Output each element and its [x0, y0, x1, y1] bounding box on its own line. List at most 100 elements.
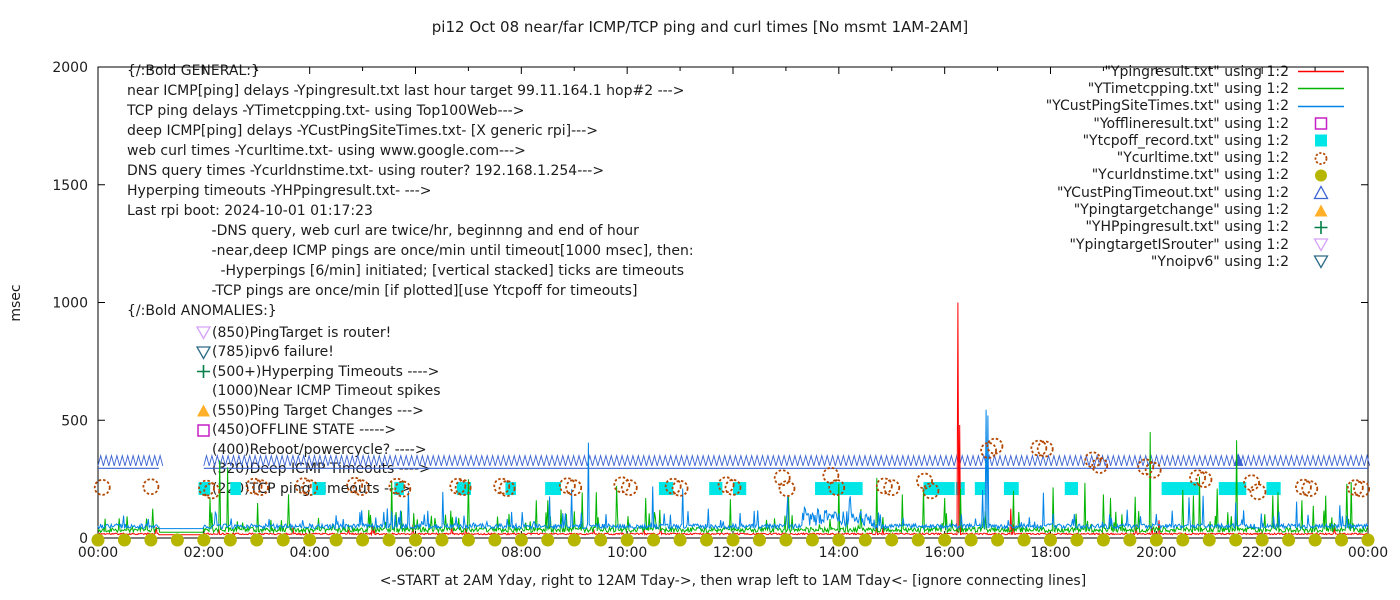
anomaly-text: (400)Reboot/powercycle? ---->	[212, 441, 427, 458]
curl-time-circle	[671, 479, 689, 497]
chart-title: pi12 Oct 08 near/far ICMP/TCP ping and c…	[431, 18, 969, 36]
dns-time-dot	[1044, 533, 1057, 547]
legend-label: "Ynoipv6" using 1:2	[1150, 253, 1289, 270]
x-tick-label: 00:00	[78, 545, 118, 561]
curl-time-circle	[980, 441, 997, 459]
circle-open-legend-icon	[1293, 151, 1349, 166]
dns-time-dot	[1123, 533, 1137, 547]
timeout-band-triangles	[203, 453, 1371, 467]
series-line-YCustPingSiteTimes.txt	[97, 409, 1369, 531]
tri-up-open-legend-icon	[1293, 185, 1349, 200]
timeout-band-filled-triangle	[1233, 453, 1244, 466]
dns-time-dot	[514, 533, 528, 547]
y-tick-label: 2000	[52, 60, 88, 76]
x-tick-label: 02:00	[184, 545, 224, 561]
anomaly-text: (850)PingTarget is router!	[212, 324, 392, 341]
curl-time-circle	[724, 478, 742, 496]
legend-label: "Ypingresult.txt" using 1:2	[1104, 63, 1289, 80]
dns-time-dot	[700, 533, 714, 547]
dns-time-dot	[303, 533, 317, 547]
x-tick-label: 10:00	[607, 545, 647, 561]
anomaly-item: (450)OFFLINE STATE ----->	[195, 421, 441, 441]
x-tick-label: 22:00	[1242, 545, 1282, 561]
legend-item: "Ypingresult.txt" using 1:2	[1046, 63, 1349, 80]
dns-time-dot	[541, 533, 555, 547]
tcpoff-bar	[545, 482, 562, 496]
dns-time-dot	[117, 533, 131, 547]
dns-time-dot	[964, 533, 978, 547]
tcpoff-bar	[230, 482, 241, 496]
x-tick-label: 08:00	[501, 545, 541, 561]
circle-filled-legend-icon	[1293, 168, 1349, 183]
curl-time-circle	[883, 479, 901, 497]
dns-time-dot	[1096, 533, 1110, 547]
curl-time-circle	[1137, 458, 1155, 476]
annotation-line: -TCP pings are once/min [if plotted][use…	[127, 283, 638, 299]
curl-time-circle	[828, 479, 846, 497]
y-tick-label: 1500	[52, 178, 88, 194]
tcpoff-bar	[923, 482, 955, 496]
tcpoff-bar	[394, 482, 404, 496]
line-legend-icon	[1293, 64, 1349, 79]
dns-time-dot	[594, 533, 608, 547]
dns-time-dot	[938, 533, 952, 547]
curl-time-circle	[986, 437, 1004, 455]
anomaly-item: (550)Ping Target Changes --->	[195, 401, 441, 421]
dns-time-dot	[1149, 533, 1163, 547]
tri-up-filled-icon	[195, 403, 212, 418]
plus-icon	[195, 364, 212, 379]
legend-label: "YCustPingTimeout.txt" using 1:2	[1056, 184, 1289, 201]
curl-time-circle	[558, 477, 576, 495]
plus-legend-icon	[1293, 220, 1349, 235]
curl-time-circle	[1301, 480, 1319, 497]
legend-label: "YCustPingSiteTimes.txt" using 1:2	[1045, 98, 1289, 115]
square-filled-legend-icon	[1293, 133, 1349, 148]
square-open-icon	[195, 423, 212, 438]
curl-time-circle	[1030, 439, 1048, 457]
dns-time-dot	[461, 533, 475, 547]
curl-time-circle	[142, 478, 160, 496]
curl-time-circle	[565, 479, 583, 497]
legend-label: "YTimetcpping.txt" using 1:2	[1087, 80, 1289, 97]
x-axis-caption: <-START at 2AM Yday, right to 12AM Tday-…	[379, 573, 1087, 589]
curl-time-circle	[454, 479, 472, 497]
tcpoff-bar	[1266, 482, 1281, 496]
anomaly-text: (1000)Near ICMP Timeout spikes	[212, 383, 441, 400]
tcpoff-bar	[1064, 482, 1079, 496]
x-tick-label: 04:00	[289, 545, 329, 561]
annotation-line: Last rpi boot: 2024-10-01 01:17:23	[127, 203, 373, 219]
dns-time-dot	[409, 533, 422, 547]
curl-time-circle	[449, 477, 467, 495]
dns-time-dot	[276, 533, 290, 547]
legend-item: "YCustPingTimeout.txt" using 1:2	[1046, 184, 1349, 201]
curl-time-circle	[352, 479, 370, 497]
anomaly-item: (320)Deep ICMP Timeouts ---->	[195, 460, 441, 480]
legend-label: "Ycurltime.txt" using 1:2	[1116, 150, 1289, 167]
curl-time-circle	[1346, 479, 1364, 497]
line-legend-icon	[1293, 81, 1349, 96]
legend-item: "Ycurldnstime.txt" using 1:2	[1046, 167, 1349, 184]
dns-time-dot	[1335, 533, 1349, 547]
dns-time-dot	[1361, 533, 1375, 547]
dns-time-dot	[382, 533, 396, 547]
tri-up-filled-legend-icon	[1293, 203, 1349, 218]
anomaly-text: (500+)Hyperping Timeouts ---->	[212, 363, 440, 380]
legend-item: "Ypingtargetchange" using 1:2	[1046, 201, 1349, 218]
dns-time-dot	[752, 533, 766, 547]
legend-item: "Yofflineresult.txt" using 1:2	[1046, 115, 1349, 132]
annotation-anomalies: {/:Bold ANOMALIES:} (850)PingTarget is r…	[127, 301, 441, 499]
curl-time-circle	[822, 466, 840, 484]
annotation-line: Hyperping timeouts -YHPpingresult.txt- -…	[127, 183, 432, 199]
dns-time-dot	[356, 533, 370, 547]
x-tick-label: 18:00	[1030, 545, 1070, 561]
x-tick-label: 00:00	[1348, 545, 1388, 561]
curl-time-circle	[1353, 480, 1371, 498]
dns-time-dot	[435, 533, 449, 547]
y-tick-label: 1000	[52, 296, 88, 312]
dns-time-dot	[1202, 533, 1216, 547]
anomaly-text: (320)Deep ICMP Timeouts ---->	[212, 461, 431, 478]
curl-time-circle	[1189, 469, 1207, 487]
annotation-anomalies-items: (850)PingTarget is router! (785)ipv6 fail…	[127, 323, 441, 499]
dns-time-dot	[673, 533, 687, 547]
